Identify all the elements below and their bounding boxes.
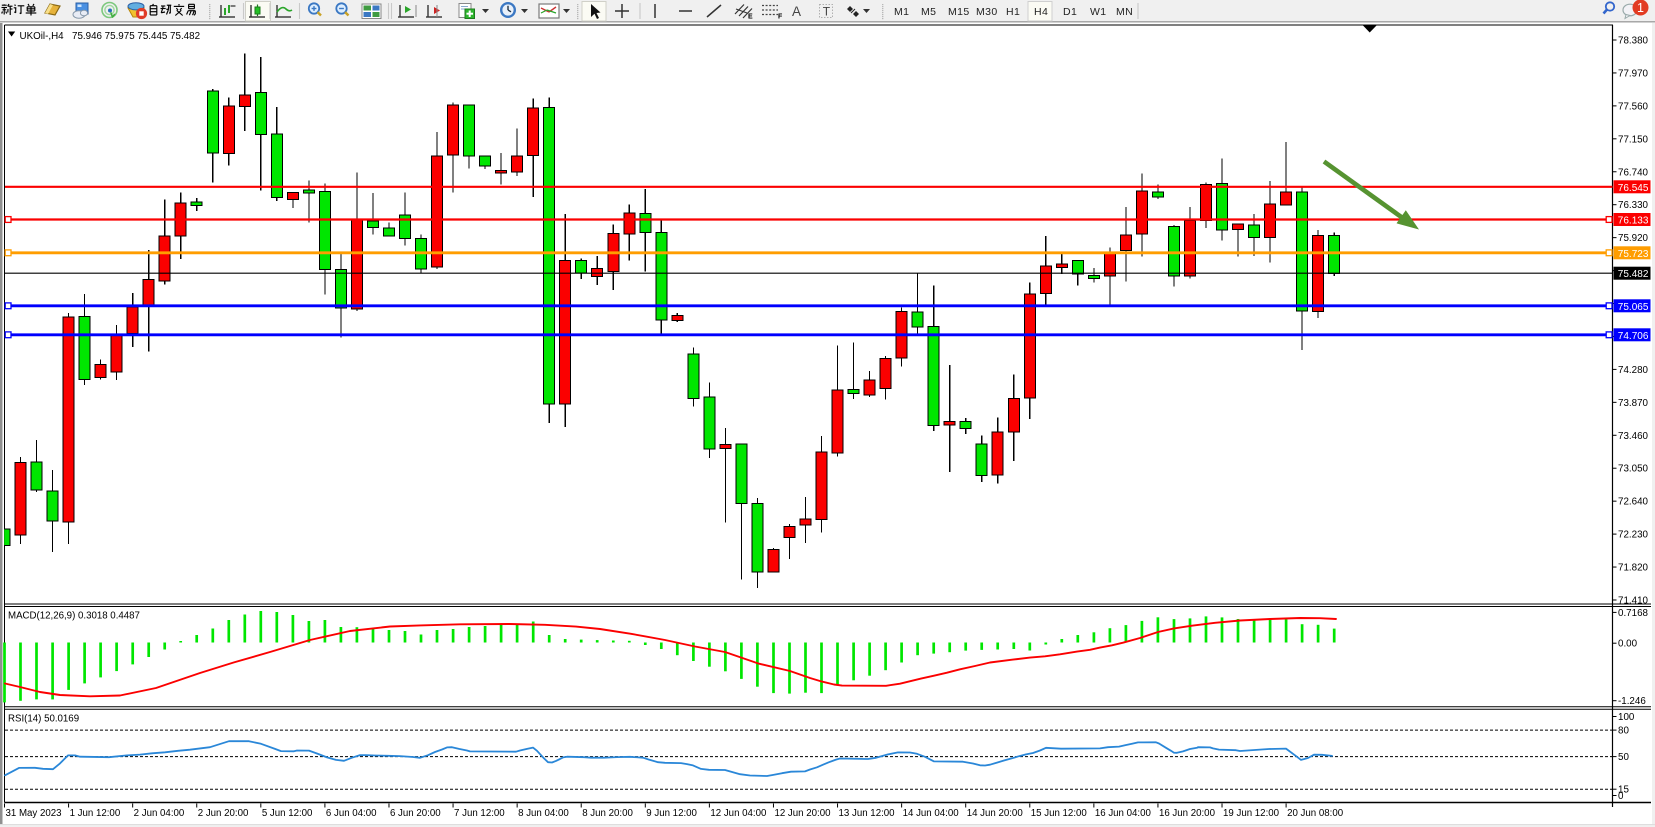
svg-text:M30: M30 (976, 6, 998, 18)
svg-text:16 Jun 04:00: 16 Jun 04:00 (1095, 808, 1152, 819)
svg-text:14 Jun 20:00: 14 Jun 20:00 (967, 808, 1024, 819)
svg-text:73.870: 73.870 (1618, 398, 1649, 409)
svg-text:80: 80 (1618, 726, 1629, 737)
svg-text:8 Jun 04:00: 8 Jun 04:00 (518, 808, 569, 819)
svg-text:13 Jun 12:00: 13 Jun 12:00 (839, 808, 896, 819)
svg-text:6 Jun 04:00: 6 Jun 04:00 (326, 808, 377, 819)
svg-text:2 Jun 20:00: 2 Jun 20:00 (198, 808, 249, 819)
svg-text:16 Jun 20:00: 16 Jun 20:00 (1159, 808, 1216, 819)
svg-text:H1: H1 (1006, 6, 1020, 18)
svg-text:76.740: 76.740 (1618, 167, 1649, 178)
svg-text:12 Jun 04:00: 12 Jun 04:00 (710, 808, 767, 819)
svg-text:77.150: 77.150 (1618, 134, 1649, 145)
svg-text:50: 50 (1618, 752, 1629, 763)
svg-text:MN: MN (1116, 6, 1133, 18)
svg-text:M15: M15 (948, 6, 970, 18)
svg-text:74.280: 74.280 (1618, 365, 1649, 376)
svg-text:75.723: 75.723 (1618, 249, 1649, 260)
svg-text:2 Jun 04:00: 2 Jun 04:00 (134, 808, 185, 819)
svg-text:MACD(12,26,9) 0.3018 0.4487: MACD(12,26,9) 0.3018 0.4487 (8, 611, 140, 622)
svg-text:-1.246: -1.246 (1618, 696, 1646, 707)
svg-text:76.133: 76.133 (1618, 216, 1649, 227)
svg-text:UKOil-,H4: UKOil-,H4 (20, 31, 65, 42)
svg-text:E: E (748, 14, 753, 21)
svg-text:1 Jun 12:00: 1 Jun 12:00 (70, 808, 121, 819)
svg-text:15: 15 (1618, 785, 1629, 796)
svg-text:T: T (823, 5, 831, 19)
svg-text:77.970: 77.970 (1618, 68, 1649, 79)
svg-text:5 Jun 12:00: 5 Jun 12:00 (262, 808, 313, 819)
svg-text:15 Jun 12:00: 15 Jun 12:00 (1031, 808, 1088, 819)
svg-text:F: F (778, 14, 783, 21)
svg-text:M5: M5 (921, 6, 936, 18)
svg-text:75.065: 75.065 (1618, 302, 1649, 313)
svg-text:W1: W1 (1090, 6, 1107, 18)
svg-text:31 May 2023: 31 May 2023 (6, 808, 62, 819)
svg-text:0.7168: 0.7168 (1618, 608, 1649, 619)
svg-text:14 Jun 04:00: 14 Jun 04:00 (903, 808, 960, 819)
svg-text:74.706: 74.706 (1618, 331, 1649, 342)
svg-text:RSI(14) 50.0169: RSI(14) 50.0169 (8, 714, 79, 725)
svg-text:75.946 75.975 75.445 75.482: 75.946 75.975 75.445 75.482 (72, 31, 200, 42)
svg-text:71.410: 71.410 (1618, 595, 1649, 606)
svg-text:100: 100 (1618, 712, 1635, 723)
svg-text:72.230: 72.230 (1618, 530, 1649, 541)
svg-text:73.460: 73.460 (1618, 431, 1649, 442)
svg-text:76.545: 76.545 (1618, 183, 1649, 194)
svg-text:0.00: 0.00 (1618, 639, 1638, 650)
svg-text:12 Jun 20:00: 12 Jun 20:00 (774, 808, 831, 819)
svg-text:A: A (792, 4, 801, 19)
svg-text:20 Jun 08:00: 20 Jun 08:00 (1287, 808, 1344, 819)
svg-text:M1: M1 (894, 6, 909, 18)
svg-text:D1: D1 (1063, 6, 1077, 18)
svg-text:71.820: 71.820 (1618, 563, 1649, 574)
svg-text:7 Jun 12:00: 7 Jun 12:00 (454, 808, 505, 819)
svg-text:6 Jun 20:00: 6 Jun 20:00 (390, 808, 441, 819)
svg-text:73.050: 73.050 (1618, 464, 1649, 475)
svg-text:H4: H4 (1034, 6, 1048, 18)
svg-text:77.560: 77.560 (1618, 101, 1649, 112)
svg-text:9 Jun 12:00: 9 Jun 12:00 (646, 808, 697, 819)
svg-text:78.380: 78.380 (1618, 36, 1649, 47)
svg-text:1: 1 (1637, 1, 1644, 15)
svg-text:72.640: 72.640 (1618, 497, 1649, 508)
svg-text:75.920: 75.920 (1618, 233, 1649, 244)
svg-text:8 Jun 20:00: 8 Jun 20:00 (582, 808, 633, 819)
svg-text:75.482: 75.482 (1618, 269, 1649, 280)
svg-text:19 Jun 12:00: 19 Jun 12:00 (1223, 808, 1280, 819)
svg-text:76.330: 76.330 (1618, 200, 1649, 211)
svg-text:0: 0 (1618, 791, 1624, 802)
